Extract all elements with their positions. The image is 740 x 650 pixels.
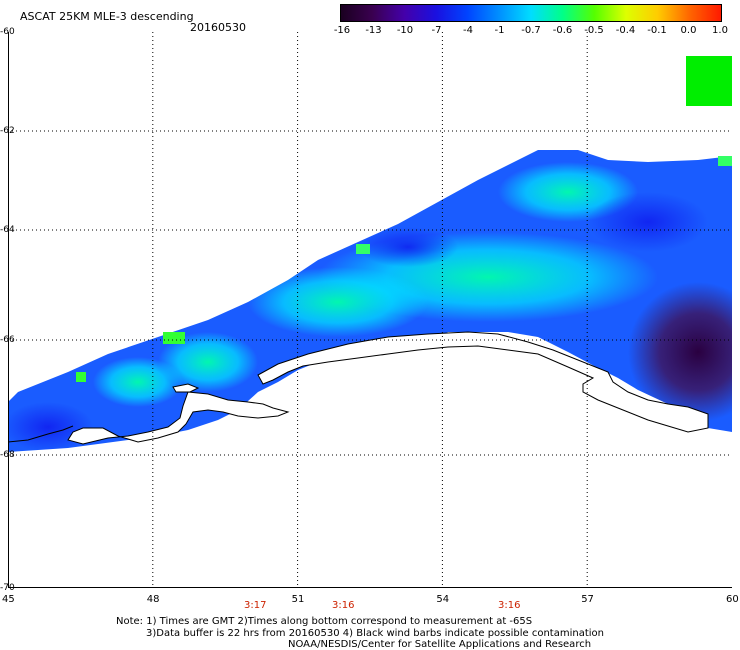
colorbar-tick-label: -0.1 xyxy=(647,25,667,36)
note-line-1: Note: 1) Times are GMT 2)Times along bot… xyxy=(116,616,533,627)
colorbar-tick-label: -10 xyxy=(396,25,414,36)
isolated-data-patch xyxy=(686,56,732,106)
colorbar-tick-label: -1 xyxy=(494,25,505,36)
plot-axes xyxy=(8,32,732,588)
colorbar-tick-label: -0.4 xyxy=(615,25,636,36)
latitude-label: -62 xyxy=(0,126,15,136)
colorbar-tick-label: 1.0 xyxy=(712,25,728,36)
pass-time-label: 3:16 xyxy=(498,600,521,611)
colorbar-tick-label: -0.7 xyxy=(521,25,541,36)
colorbar-tick-label: -7 xyxy=(431,25,442,36)
latitude-label: -64 xyxy=(0,225,15,235)
note-line-3: NOAA/NESDIS/Center for Satellite Applica… xyxy=(288,639,592,650)
chart-title: ASCAT 25KM MLE-3 descending xyxy=(20,10,194,23)
pass-time-label: 3:16 xyxy=(332,600,355,611)
note-line-2: 3)Data buffer is 22 hrs from 20160530 4)… xyxy=(146,628,604,639)
chart-date: 20160530 xyxy=(190,21,246,34)
longitude-label: 60 xyxy=(726,594,739,605)
colorbar xyxy=(340,4,722,22)
colorbar-tick-label: -0.6 xyxy=(552,25,573,36)
longitude-label: 51 xyxy=(291,594,305,605)
map-svg xyxy=(8,32,732,588)
colorbar-tick-label: -0.5 xyxy=(584,25,604,36)
longitude-label: 45 xyxy=(2,594,15,605)
longitude-label: 54 xyxy=(436,594,450,605)
longitude-label: 57 xyxy=(581,594,594,605)
land-coastline xyxy=(67,331,709,445)
colorbar-tick-label: 0.0 xyxy=(680,25,697,36)
pass-time-label: 3:17 xyxy=(244,600,267,611)
latitude-label: -60 xyxy=(0,27,15,37)
latitude-label: -66 xyxy=(0,335,15,345)
colorbar-tick-label: -13 xyxy=(365,25,382,36)
latitude-label: -70 xyxy=(0,583,15,593)
map-plot xyxy=(8,32,732,588)
colorbar-tick-label: -16 xyxy=(333,25,351,36)
grid-lines xyxy=(8,32,732,588)
colorbar-tick-label: -4 xyxy=(463,25,473,36)
longitude-label: 48 xyxy=(146,594,160,605)
latitude-label: -68 xyxy=(0,450,15,460)
